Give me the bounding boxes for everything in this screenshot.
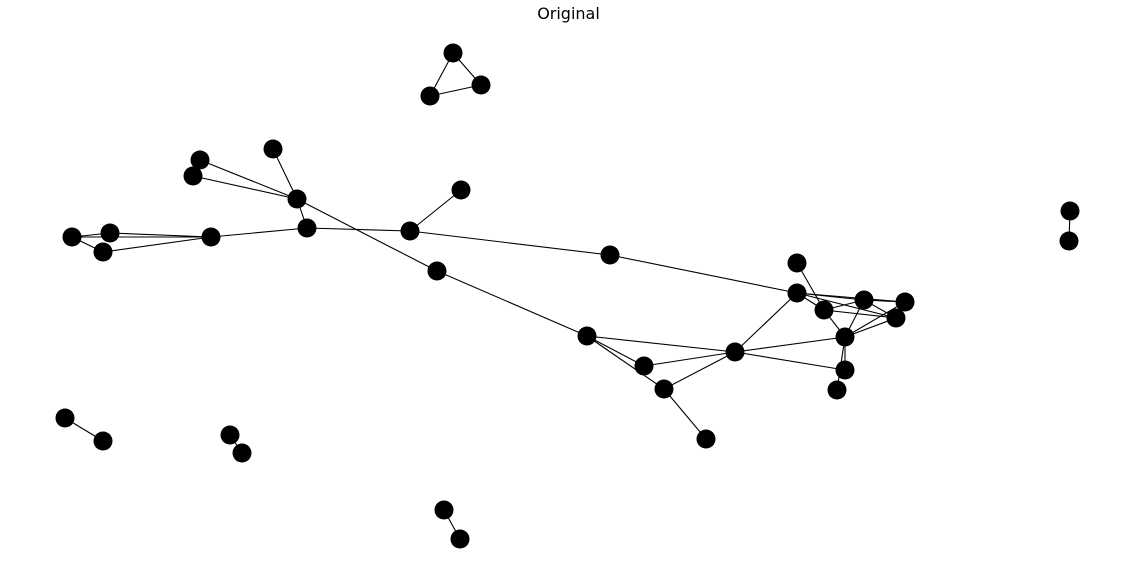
graph-node — [93, 431, 113, 451]
graph-edge — [409, 189, 462, 232]
graph-node — [427, 261, 447, 281]
graph-node — [654, 379, 674, 399]
graph-node — [93, 242, 113, 262]
graph-node — [451, 180, 471, 200]
graph-edge — [436, 270, 588, 337]
graph-edge — [734, 351, 846, 371]
graph-edge — [586, 335, 645, 367]
graph-node — [183, 166, 203, 186]
graph-node — [787, 253, 807, 273]
graph-node — [297, 218, 317, 238]
graph-node — [854, 290, 874, 310]
graph-node — [201, 227, 221, 247]
graph-node — [400, 221, 420, 241]
graph-node — [895, 292, 915, 312]
graph-edge — [109, 232, 212, 238]
graph-edge — [663, 388, 707, 440]
graph-node — [287, 189, 307, 209]
graph-node — [577, 326, 597, 346]
graph-edge — [586, 335, 665, 390]
graph-edge — [796, 292, 897, 319]
graph-node — [471, 75, 491, 95]
graph-edge — [210, 227, 308, 238]
graph-node — [62, 227, 82, 247]
graph-node — [787, 283, 807, 303]
graph-node — [725, 342, 745, 362]
graph-node — [1059, 231, 1079, 251]
graph-node — [434, 500, 454, 520]
graph-edge — [192, 175, 298, 200]
graph-node — [263, 139, 283, 159]
graph-edge — [823, 309, 897, 319]
graph-node — [55, 408, 75, 428]
graph-edge — [409, 230, 611, 256]
graph-edge — [643, 351, 736, 367]
graph-node — [1060, 201, 1080, 221]
graph-node — [232, 443, 252, 463]
graph-edge — [796, 292, 906, 303]
graph-node — [420, 86, 440, 106]
graph-node — [190, 150, 210, 170]
graph-node — [886, 308, 906, 328]
graph-edge — [586, 335, 736, 353]
graph-edge — [734, 336, 846, 353]
graph-node — [100, 223, 120, 243]
graph-node — [443, 43, 463, 63]
graph-node — [827, 380, 847, 400]
graph-title: Original — [537, 4, 600, 23]
graph-node — [600, 245, 620, 265]
graph-edge — [609, 254, 798, 294]
graph-node — [814, 300, 834, 320]
graph-node — [835, 327, 855, 347]
graph-edge — [306, 227, 411, 232]
graph-edge — [296, 198, 438, 272]
graph-node — [220, 425, 240, 445]
graph-node — [450, 529, 470, 549]
graph-edge — [102, 236, 212, 253]
graph-edge — [734, 292, 798, 353]
edges-layer — [64, 52, 1071, 540]
graph-edge — [199, 159, 298, 200]
graph-node — [634, 356, 654, 376]
graph-node — [696, 429, 716, 449]
graph-edge — [844, 301, 906, 338]
graph-node — [835, 360, 855, 380]
nodes-layer — [55, 43, 1080, 549]
graph-edge — [663, 351, 736, 390]
